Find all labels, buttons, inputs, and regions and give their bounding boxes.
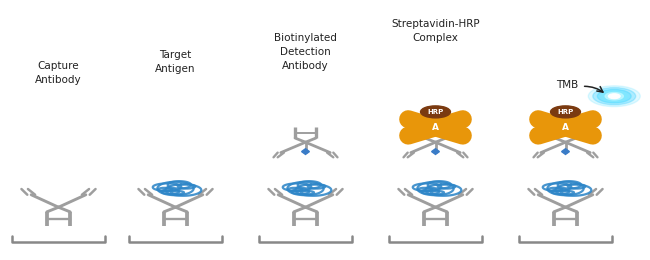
Text: A: A xyxy=(562,123,569,132)
Circle shape xyxy=(588,86,640,107)
Polygon shape xyxy=(432,149,439,154)
Polygon shape xyxy=(562,149,569,154)
Text: HRP: HRP xyxy=(428,109,443,115)
Text: Capture
Antibody: Capture Antibody xyxy=(35,61,82,85)
Text: Streptavidin-HRP
Complex: Streptavidin-HRP Complex xyxy=(391,19,480,43)
Circle shape xyxy=(593,88,636,105)
Text: Target
Antigen: Target Antigen xyxy=(155,50,196,74)
Text: TMB: TMB xyxy=(556,80,578,90)
Text: HRP: HRP xyxy=(558,109,573,115)
Circle shape xyxy=(421,106,450,118)
Circle shape xyxy=(597,89,631,103)
Circle shape xyxy=(605,93,623,100)
Circle shape xyxy=(610,94,619,98)
Circle shape xyxy=(551,106,580,118)
Text: A: A xyxy=(432,123,439,132)
Text: Biotinylated
Detection
Antibody: Biotinylated Detection Antibody xyxy=(274,33,337,71)
Polygon shape xyxy=(302,149,309,154)
Circle shape xyxy=(601,91,627,101)
Circle shape xyxy=(608,94,620,99)
